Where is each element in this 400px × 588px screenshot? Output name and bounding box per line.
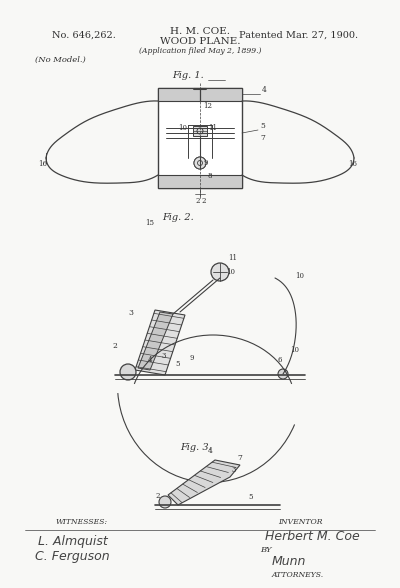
Polygon shape xyxy=(135,310,185,375)
Text: 7: 7 xyxy=(260,134,265,142)
Text: 5: 5 xyxy=(248,493,252,501)
Text: INVENTOR: INVENTOR xyxy=(278,518,322,526)
Text: (No Model.): (No Model.) xyxy=(35,56,86,64)
Bar xyxy=(158,88,242,188)
Text: 4: 4 xyxy=(262,86,267,94)
Text: H. M. COE.: H. M. COE. xyxy=(170,27,230,36)
Text: 10: 10 xyxy=(226,268,235,276)
Text: 2: 2 xyxy=(195,197,200,205)
Text: 12: 12 xyxy=(203,102,212,110)
Bar xyxy=(193,126,207,136)
Circle shape xyxy=(278,369,288,379)
Text: 2: 2 xyxy=(112,342,117,350)
Text: 5: 5 xyxy=(260,122,265,130)
Text: No. 646,262.: No. 646,262. xyxy=(52,31,116,40)
Text: BY: BY xyxy=(260,546,272,554)
Text: ATTORNEYS.: ATTORNEYS. xyxy=(272,571,324,579)
Text: 11: 11 xyxy=(228,254,237,262)
Text: 16: 16 xyxy=(38,160,47,168)
Text: 5: 5 xyxy=(175,360,180,368)
Text: 2: 2 xyxy=(202,197,206,205)
Text: 15: 15 xyxy=(145,219,154,227)
Text: (Application filed May 2, 1899.): (Application filed May 2, 1899.) xyxy=(139,47,261,55)
Text: 10: 10 xyxy=(290,346,299,354)
Text: Patented Mar. 27, 1900.: Patented Mar. 27, 1900. xyxy=(239,31,358,40)
Text: 3: 3 xyxy=(232,466,236,474)
Text: 2: 2 xyxy=(155,492,160,500)
Text: Fig. 1.: Fig. 1. xyxy=(172,71,204,80)
Text: Herbert M. Coe: Herbert M. Coe xyxy=(265,530,360,543)
Polygon shape xyxy=(168,460,240,505)
Text: 10: 10 xyxy=(295,272,304,280)
Text: 10: 10 xyxy=(178,124,187,132)
Text: L. Almquist: L. Almquist xyxy=(38,535,108,548)
Bar xyxy=(158,88,242,101)
Text: WOOD PLANE.: WOOD PLANE. xyxy=(160,37,240,46)
Circle shape xyxy=(194,157,206,169)
Bar xyxy=(158,175,242,188)
Text: Munn: Munn xyxy=(272,555,306,568)
Text: 9: 9 xyxy=(203,159,208,167)
Text: WITNESSES:: WITNESSES: xyxy=(55,518,107,526)
Text: 16: 16 xyxy=(348,160,357,168)
Text: 6: 6 xyxy=(278,356,282,364)
Text: 9: 9 xyxy=(190,354,194,362)
Circle shape xyxy=(120,364,136,380)
Text: 4: 4 xyxy=(148,356,152,364)
Text: 4: 4 xyxy=(208,447,213,455)
Text: 8: 8 xyxy=(208,172,212,180)
Circle shape xyxy=(211,263,229,281)
Text: 3: 3 xyxy=(128,309,133,317)
Circle shape xyxy=(208,470,218,480)
Text: 7: 7 xyxy=(237,454,242,462)
Text: Fig. 3.: Fig. 3. xyxy=(180,443,212,452)
Text: 11: 11 xyxy=(208,124,217,132)
Circle shape xyxy=(159,496,171,508)
Text: Fig. 2.: Fig. 2. xyxy=(162,213,194,222)
Text: 3: 3 xyxy=(162,352,166,360)
Text: C. Ferguson: C. Ferguson xyxy=(35,550,110,563)
Polygon shape xyxy=(138,312,173,370)
